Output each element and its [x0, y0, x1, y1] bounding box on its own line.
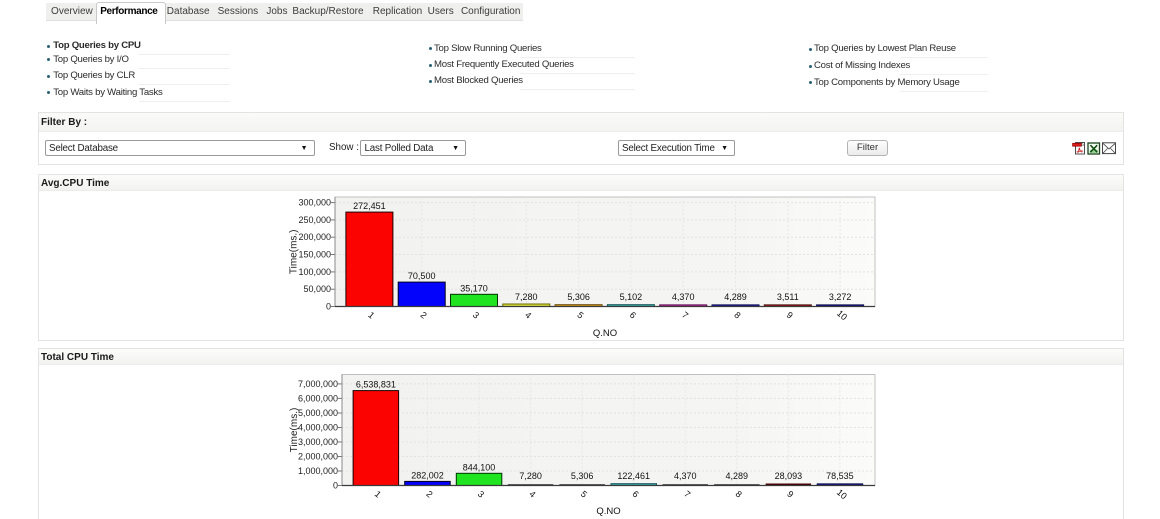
svg-text:5: 5	[579, 489, 589, 500]
svg-text:7: 7	[682, 489, 692, 500]
svg-text:Time(ms.): Time(ms.)	[289, 408, 300, 453]
svg-text:200,000: 200,000	[298, 232, 331, 242]
svg-text:8: 8	[734, 489, 744, 500]
svg-text:4,289: 4,289	[724, 292, 747, 302]
svg-text:10: 10	[835, 308, 849, 322]
svg-text:78,535: 78,535	[826, 471, 854, 481]
svg-text:5,306: 5,306	[571, 471, 594, 481]
svg-text:100,000: 100,000	[298, 267, 331, 277]
svg-text:50,000: 50,000	[303, 284, 331, 294]
svg-text:2: 2	[424, 489, 434, 500]
svg-text:6: 6	[630, 489, 640, 500]
svg-text:4,370: 4,370	[672, 292, 695, 302]
svg-text:2: 2	[418, 310, 428, 321]
svg-text:0: 0	[326, 302, 331, 312]
svg-text:150,000: 150,000	[298, 250, 331, 260]
svg-text:28,093: 28,093	[775, 471, 803, 481]
svg-text:122,461: 122,461	[617, 471, 650, 481]
svg-text:7,000,000: 7,000,000	[298, 379, 338, 389]
svg-text:3,000,000: 3,000,000	[298, 437, 338, 447]
svg-text:844,100: 844,100	[463, 462, 496, 472]
svg-text:3: 3	[471, 310, 481, 321]
svg-text:250,000: 250,000	[298, 215, 331, 225]
svg-text:3: 3	[476, 489, 486, 500]
svg-text:70,500: 70,500	[408, 271, 436, 281]
svg-text:35,170: 35,170	[460, 283, 488, 293]
svg-text:4: 4	[523, 310, 533, 321]
svg-text:1: 1	[366, 310, 376, 321]
svg-text:0: 0	[333, 481, 338, 491]
svg-text:5: 5	[575, 310, 585, 321]
svg-text:272,451: 272,451	[353, 201, 386, 211]
svg-text:3,511: 3,511	[777, 292, 799, 302]
svg-text:6,538,831: 6,538,831	[356, 380, 396, 390]
svg-text:7,280: 7,280	[515, 292, 538, 302]
svg-text:2,000,000: 2,000,000	[298, 452, 338, 462]
svg-text:5,102: 5,102	[620, 292, 643, 302]
svg-text:Q.NO: Q.NO	[593, 328, 617, 339]
svg-text:7: 7	[680, 310, 690, 321]
svg-text:6: 6	[628, 310, 638, 321]
svg-text:4,289: 4,289	[726, 471, 749, 481]
svg-text:Q.NO: Q.NO	[596, 506, 620, 517]
svg-text:9: 9	[785, 310, 795, 321]
svg-text:4,000,000: 4,000,000	[298, 423, 338, 433]
svg-text:282,002: 282,002	[411, 470, 444, 480]
svg-text:5,306: 5,306	[567, 292, 590, 302]
svg-text:4: 4	[527, 489, 537, 500]
svg-text:7,280: 7,280	[519, 471, 542, 481]
svg-text:4,370: 4,370	[674, 471, 697, 481]
svg-text:1,000,000: 1,000,000	[298, 466, 338, 476]
svg-text:3,272: 3,272	[829, 292, 852, 302]
svg-text:6,000,000: 6,000,000	[298, 393, 338, 403]
svg-text:10: 10	[835, 487, 849, 501]
svg-text:8: 8	[732, 310, 742, 321]
svg-text:9: 9	[785, 489, 795, 500]
svg-text:300,000: 300,000	[298, 198, 331, 208]
svg-text:1: 1	[373, 489, 383, 500]
svg-text:Time(ms.): Time(ms.)	[289, 229, 300, 274]
svg-text:5,000,000: 5,000,000	[298, 408, 338, 418]
